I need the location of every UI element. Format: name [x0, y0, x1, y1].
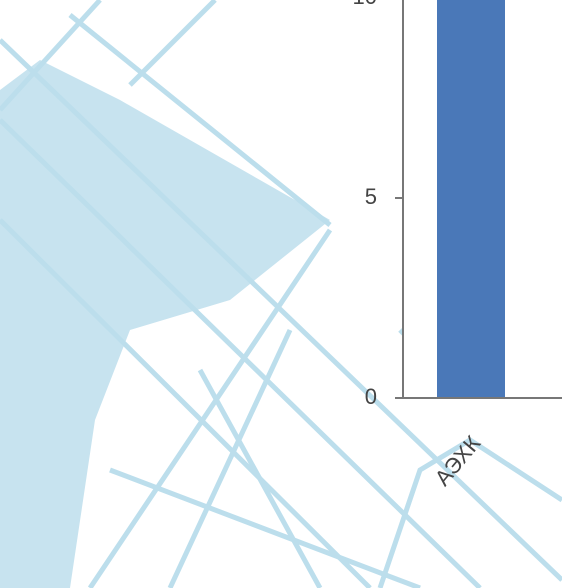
- mesh-line: [167, 328, 293, 588]
- mesh-line: [109, 467, 421, 588]
- y-tick-label: 0: [365, 384, 377, 409]
- y-tick-label: 5: [365, 184, 377, 209]
- mesh-line: [0, 0, 102, 112]
- mesh-line: [0, 218, 372, 588]
- y-tick-label: 10: [353, 0, 377, 9]
- mesh-line: [377, 437, 562, 588]
- mesh-line: [68, 13, 332, 227]
- mesh-line: [0, 38, 562, 582]
- bar: [437, 0, 505, 398]
- mesh-blob: [0, 60, 330, 588]
- mesh-line: [128, 0, 217, 87]
- plot-area: АЭХК0510: [353, 0, 562, 490]
- mesh-line: [87, 228, 333, 588]
- mesh-line: [0, 118, 482, 588]
- mesh-line: [197, 368, 323, 588]
